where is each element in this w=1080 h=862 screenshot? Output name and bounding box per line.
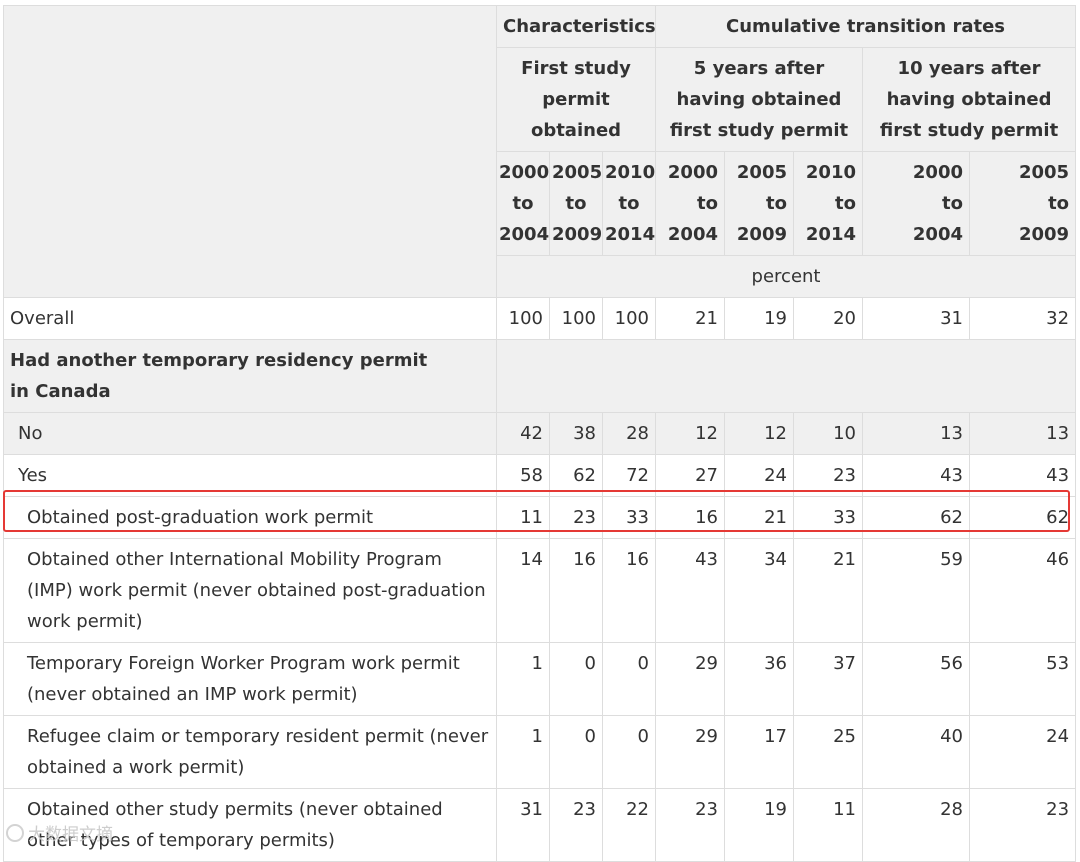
table-cell: 31 [496,788,550,862]
table-cell: 29 [655,642,725,716]
table-cell: 11 [496,496,550,539]
table-cell: 100 [496,297,550,340]
row-label: Refugee claim or temporary resident perm… [3,715,497,789]
table-cell: 16 [602,538,656,643]
table-row-refugee: Refugee claim or temporary resident perm… [3,715,1077,789]
first-study-permit-header: First study permit obtained [496,47,656,152]
table-cell: 43 [862,454,970,497]
table-cell: 23 [549,788,603,862]
table-cell: 10 [793,412,863,455]
table-cell: 12 [655,412,725,455]
table-cell: 21 [793,538,863,643]
table-cell: 32 [968,297,1077,340]
table-cell: 46 [968,538,1077,643]
table-cell: 37 [793,642,863,716]
row-label: Overall [3,297,497,340]
section-empty-cells [495,339,1077,413]
table-cell: 23 [793,454,863,497]
table-cell: 34 [724,538,794,643]
table-cell: 21 [724,496,794,539]
row-label: Obtained other International Mobility Pr… [3,538,497,643]
table-cell: 29 [655,715,725,789]
table-cell: 27 [655,454,725,497]
row-label: No [3,412,497,455]
table-cell: 62 [968,496,1077,539]
unit-label: percent [495,255,1077,298]
table-cell: 21 [655,297,725,340]
row-label: Yes [3,454,497,497]
table-cell: 0 [602,715,656,789]
table-cell: 0 [549,715,603,789]
table-row-other-study: Obtained other study permits (never obta… [3,788,1077,862]
table-cell: 19 [724,788,794,862]
table-cell: 20 [793,297,863,340]
cumulative-rates-header: Cumulative transition rates [654,5,1077,48]
table-cell: 14 [496,538,550,643]
table-cell: 16 [655,496,725,539]
period-header: 2000 to 2004 [862,151,970,256]
table-cell: 13 [862,412,970,455]
table-cell: 28 [602,412,656,455]
characteristics-header: Characteristics [496,5,656,48]
stub-header-corner [3,5,497,298]
table-cell: 56 [862,642,970,716]
table-cell: 43 [655,538,725,643]
table-cell: 25 [793,715,863,789]
section-label: Had another temporary residency permit i… [3,339,497,413]
table-cell: 12 [724,412,794,455]
table-cell: 17 [724,715,794,789]
table-cell: 100 [602,297,656,340]
table-cell: 58 [496,454,550,497]
row-label: Obtained post-graduation work permit [3,496,497,539]
table-cell: 59 [862,538,970,643]
table-row-pgwp: Obtained post-graduation work permit 11 … [3,496,1077,539]
table-cell: 33 [602,496,656,539]
table-cell: 24 [724,454,794,497]
table-cell: 1 [496,715,550,789]
ten-years-header: 10 years after having obtained first stu… [861,47,1077,152]
table-row-no: No 42 38 28 12 12 10 13 13 [3,412,1077,455]
row-label: Temporary Foreign Worker Program work pe… [3,642,497,716]
table-cell: 40 [862,715,970,789]
table-cell: 28 [862,788,970,862]
table-cell: 31 [862,297,970,340]
table-cell: 23 [549,496,603,539]
table-cell: 100 [549,297,603,340]
period-header: 2005 to 2009 [968,151,1077,256]
table-cell: 36 [724,642,794,716]
table-row-imp: Obtained other International Mobility Pr… [3,538,1077,643]
period-header: 2000 to 2004 [655,151,725,256]
table-cell: 62 [549,454,603,497]
period-header: 2010 to 2014 [602,151,656,256]
table-cell: 38 [549,412,603,455]
table-cell: 53 [968,642,1077,716]
table-row-overall: Overall 100 100 100 21 19 20 31 32 [3,297,1077,340]
table-cell: 43 [968,454,1077,497]
row-label: Obtained other study permits (never obta… [3,788,497,862]
table-cell: 23 [968,788,1077,862]
table-cell: 16 [549,538,603,643]
five-years-header: 5 years after having obtained first stud… [655,47,863,152]
transition-rates-table: Characteristics Cumulative transition ra… [3,5,1077,862]
table-cell: 22 [602,788,656,862]
table-cell: 72 [602,454,656,497]
table-cell: 62 [862,496,970,539]
table-cell: 33 [793,496,863,539]
table-cell: 23 [655,788,725,862]
table-cell: 42 [496,412,550,455]
table-cell: 24 [968,715,1077,789]
table-cell: 1 [496,642,550,716]
period-header: 2005 to 2009 [549,151,603,256]
section-row: Had another temporary residency permit i… [3,339,1077,413]
table-row-tfwp: Temporary Foreign Worker Program work pe… [3,642,1077,716]
table-cell: 11 [793,788,863,862]
period-header: 2005 to 2009 [724,151,794,256]
period-header: 2000 to 2004 [496,151,550,256]
table-row-yes: Yes 58 62 72 27 24 23 43 43 [3,454,1077,497]
table-cell: 19 [724,297,794,340]
period-header: 2010 to 2014 [793,151,863,256]
table-cell: 0 [549,642,603,716]
table-cell: 13 [968,412,1077,455]
table-cell: 0 [602,642,656,716]
